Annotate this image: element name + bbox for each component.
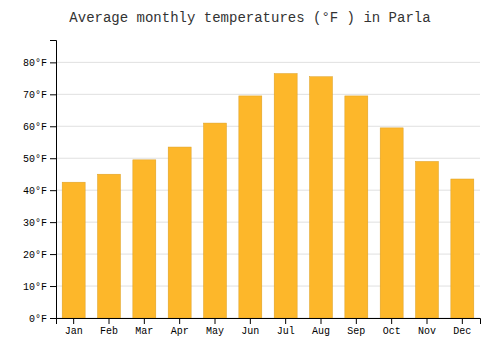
- x-tick-label: Aug: [312, 326, 330, 337]
- x-tick-mark: [215, 318, 216, 324]
- y-tick: 70°F: [23, 90, 56, 101]
- y-tick: 50°F: [23, 154, 56, 165]
- x-tick: Mar: [135, 318, 153, 337]
- y-tick: 0°F: [29, 314, 56, 325]
- x-tick: Jun: [241, 318, 259, 337]
- y-tick-mark: [50, 254, 56, 255]
- grid: [56, 62, 480, 318]
- y-tick-mark: [50, 190, 56, 191]
- x-tick-label: Mar: [135, 326, 153, 337]
- x-tick-mark: [462, 318, 463, 324]
- chart: 0°F 10°F 20°F 30°F 40°F 50°F 60°F 70°F 80°F Jan Fe…: [0, 0, 500, 350]
- bar: [274, 74, 297, 318]
- bar: [416, 161, 439, 318]
- y-tick-mark: [50, 286, 56, 287]
- bar: [380, 128, 403, 318]
- x-tick-label: Dec: [453, 326, 471, 337]
- y-axis-line: [50, 41, 57, 319]
- x-tick-label: Oct: [383, 326, 401, 337]
- x-tick: Feb: [100, 318, 118, 337]
- grid-line: [56, 94, 480, 95]
- y-tick-mark: [50, 62, 56, 63]
- grid-line: [56, 62, 480, 63]
- grid-line: [56, 126, 480, 127]
- x-tick: Jan: [65, 318, 83, 337]
- x-tick-label: Jan: [65, 326, 83, 337]
- bar: [204, 123, 227, 318]
- bar: [345, 96, 368, 318]
- x-tick-label: Jul: [277, 326, 295, 337]
- x-tick-mark: [391, 318, 392, 324]
- x-axis: Jan Feb Mar Apr May Jun Jul Aug Sep Oct Nov Dec: [57, 318, 481, 337]
- grid-line: [56, 158, 480, 159]
- bar: [239, 96, 262, 318]
- bar: [310, 77, 333, 318]
- x-tick-mark: [285, 318, 286, 324]
- y-tick: 10°F: [23, 282, 56, 293]
- bar: [62, 182, 85, 318]
- bar: [98, 174, 121, 318]
- x-tick: Aug: [312, 318, 330, 337]
- bars: [62, 74, 474, 318]
- y-tick-label: 80°F: [23, 58, 47, 69]
- x-tick-mark: [73, 318, 74, 324]
- y-tick-label: 40°F: [23, 186, 47, 197]
- bar: [168, 147, 191, 318]
- x-tick: Apr: [171, 318, 189, 337]
- x-tick-mark: [321, 318, 322, 324]
- y-tick-mark: [50, 222, 56, 223]
- y-tick: 80°F: [23, 58, 56, 69]
- y-tick-label: 30°F: [23, 218, 47, 229]
- x-tick-mark: [109, 318, 110, 324]
- y-tick: 40°F: [23, 186, 56, 197]
- y-tick-label: 50°F: [23, 154, 47, 165]
- y-tick-mark: [50, 126, 56, 127]
- y-tick-label: 10°F: [23, 282, 47, 293]
- y-tick-mark: [50, 158, 56, 159]
- y-tick-label: 20°F: [23, 250, 47, 261]
- y-tick-label: 60°F: [23, 122, 47, 133]
- y-tick-label: 70°F: [23, 90, 47, 101]
- x-tick: Jul: [277, 318, 295, 337]
- y-tick: 30°F: [23, 218, 56, 229]
- x-tick: Dec: [453, 318, 471, 337]
- title: Average monthly temperatures (°F ) in Pa…: [69, 10, 430, 26]
- x-tick-mark: [179, 318, 180, 324]
- x-tick: May: [206, 318, 224, 337]
- y-tick-mark: [50, 318, 56, 319]
- y-tick: 60°F: [23, 122, 56, 133]
- x-tick: Oct: [383, 318, 401, 337]
- x-tick: Sep: [347, 318, 365, 337]
- bar: [133, 160, 156, 318]
- y-axis: 0°F 10°F 20°F 30°F 40°F 50°F 60°F 70°F 80°F: [23, 41, 57, 325]
- x-tick-label: Apr: [171, 326, 189, 337]
- x-tick-label: Jun: [241, 326, 259, 337]
- x-axis-line: [57, 319, 481, 325]
- x-tick: Nov: [418, 318, 436, 337]
- x-tick-mark: [356, 318, 357, 324]
- y-tick: 20°F: [23, 250, 56, 261]
- x-tick-label: May: [206, 326, 224, 337]
- y-tick-mark: [50, 94, 56, 95]
- x-tick-mark: [427, 318, 428, 324]
- x-tick-label: Nov: [418, 326, 436, 337]
- x-tick-label: Sep: [347, 326, 365, 337]
- x-tick-label: Feb: [100, 326, 118, 337]
- x-tick-mark: [144, 318, 145, 324]
- y-tick-label: 0°F: [29, 314, 47, 325]
- x-tick-mark: [250, 318, 251, 324]
- bar: [451, 179, 474, 318]
- plot: 0°F 10°F 20°F 30°F 40°F 50°F 60°F 70°F 80°F Jan Fe…: [23, 41, 481, 338]
